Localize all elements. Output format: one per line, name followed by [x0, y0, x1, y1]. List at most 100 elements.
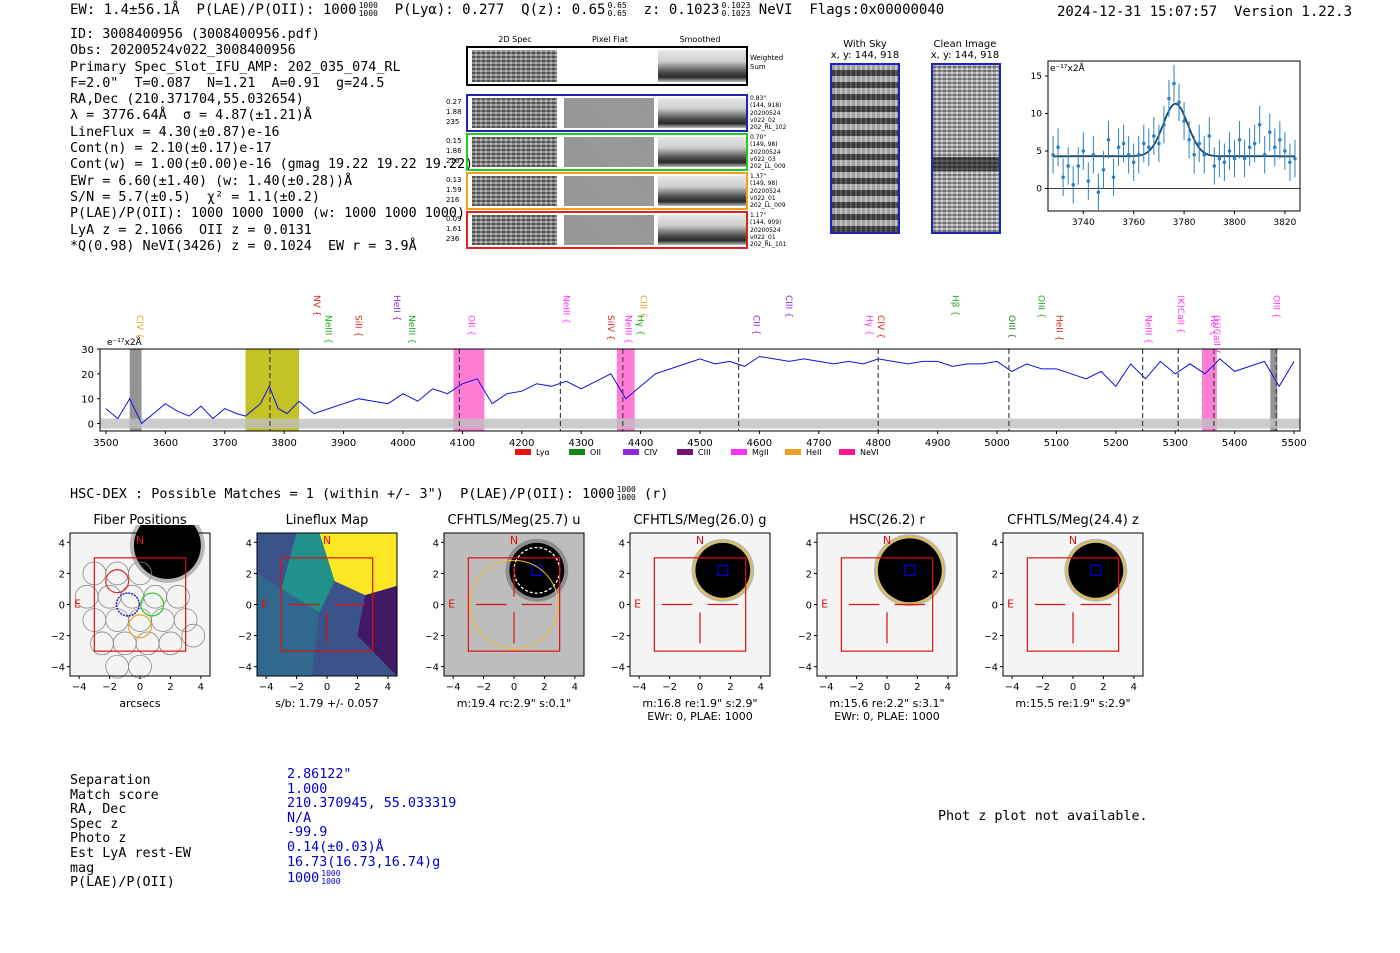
spectrum-legend-swatch — [785, 449, 801, 455]
line-zoom-chart: 0 5 10 15 3740 3760 3780 3800 3820 e⁻¹⁷x2Å — [1031, 60, 1301, 228]
image-xtick-label: 4 — [1131, 682, 1137, 693]
north-label: N — [136, 534, 144, 547]
fiber-row-meta: 0.83" — [750, 95, 767, 102]
info-line: EWr = 6.60(±1.40) (w: 1.40(±0.28))Å — [70, 173, 353, 189]
phot-z-message: Phot z plot not available. — [938, 809, 1148, 824]
spectrum-ytick-label: 10 — [81, 395, 94, 406]
spectrum-ylabel: e⁻¹⁷x2Å — [107, 336, 143, 348]
fiber-row-pixel-flat — [564, 215, 654, 245]
zoom-ytick-label: 0 — [1036, 185, 1042, 195]
zoom-data-point — [1051, 152, 1055, 157]
spectrum-legend-label: CIV — [644, 448, 658, 457]
spectrum-xtick-label: 4800 — [865, 438, 890, 449]
info-line: ID: 3008400956 (3008400956.pdf) — [70, 27, 320, 42]
spectrum-xtick-label: 4700 — [806, 438, 831, 449]
spectrum-xtick-label: 5500 — [1281, 438, 1306, 449]
zoom-data-point — [1182, 119, 1186, 123]
spectrum-legend-swatch — [569, 449, 585, 455]
east-label: E — [448, 598, 455, 611]
zoom-data-point — [1086, 179, 1091, 183]
image-xtick-label: 4 — [758, 682, 764, 693]
image-ytick-label: −2 — [52, 632, 65, 643]
fiber-row-meta: 0.70" — [750, 134, 767, 141]
image-ytick-label: 0 — [992, 601, 998, 612]
image-ytick-label: 0 — [806, 601, 812, 612]
image-ytick-label: −4 — [52, 663, 65, 674]
spectrum-line-marker: OIII { — [1006, 315, 1016, 339]
with-sky-title: With Sky — [843, 39, 887, 50]
north-label: N — [323, 534, 331, 547]
aperture-circle — [875, 536, 944, 605]
header-nevi-flags: NeVI Flags:0x00000040 — [758, 2, 945, 18]
fiber-row-meta: (144, 909) — [750, 219, 782, 227]
image-ytick-label: 4 — [246, 538, 252, 549]
zoom-xtick-label: 3820 — [1273, 218, 1296, 228]
spectrum-xtick-label: 4300 — [568, 438, 593, 449]
fiber-circle — [128, 561, 152, 586]
zoom-data-point — [1141, 141, 1146, 146]
info-line: *Q(0.98) NeVI(3426) z = 0.1024 EW r = 3.… — [70, 238, 417, 254]
fiber-highlight-red — [105, 569, 130, 594]
zoom-data-point — [1202, 152, 1207, 157]
spectrum-xtick-label: 5400 — [1222, 438, 1247, 449]
zoom-data-point — [1227, 149, 1232, 153]
clean-image-subtitle: x, y: 144, 918 — [930, 50, 1000, 61]
spectrum-line-marker: NeIII { — [323, 315, 333, 344]
east-label: E — [634, 598, 641, 611]
spectrum-ytick-label: 30 — [81, 345, 94, 356]
header-plae: P(LAE)/P(OII): 1000 — [196, 2, 357, 18]
image-xtick-label: 0 — [1070, 682, 1076, 693]
header-plya: P(Lyα): 0.277 — [394, 2, 505, 18]
clean-image-title: Clean Image — [933, 39, 997, 50]
source-core — [877, 538, 942, 603]
spectrum-xtick-label: 3600 — [153, 438, 178, 449]
zoom-ylabel: e⁻¹⁷x2Å — [1050, 62, 1086, 74]
match-value: N/A — [287, 810, 312, 826]
header-z: z: 0.1023 — [643, 2, 720, 18]
image-ytick-label: −2 — [426, 632, 439, 643]
imaging-panel-5: N E 4 2 0 −2 −4 −4 −2 0 2 4 — [799, 532, 958, 693]
image-xtick-label: −2 — [662, 682, 677, 693]
spectrum-xtick-label: 4500 — [687, 438, 712, 449]
spectrum-line-marker: OIII { — [1270, 295, 1280, 319]
fiber-row-stat: 0.15 — [446, 137, 462, 145]
zoom-xtick-label: 3800 — [1223, 218, 1246, 228]
weighted-sum-label: Weighted Sum — [750, 54, 784, 71]
zoom-data-point — [1066, 164, 1070, 168]
fiber-row-meta: 202_LL_009 — [750, 163, 786, 171]
zoom-data-point — [1157, 141, 1161, 146]
zoom-data-point — [1131, 160, 1136, 165]
info-line: Cont(w) = 1.00(±0.00)e-16 (gmag 19.22 19… — [70, 157, 474, 173]
zoom-data-point — [1096, 190, 1101, 195]
spectrum-legend-label: HeII — [806, 448, 822, 457]
fiber-row-stat: 0.09 — [446, 215, 462, 223]
image-ytick-label: 4 — [806, 538, 812, 549]
match-label: P(LAE)/P(OII) — [70, 875, 175, 891]
spectrum-line-marker: Hγ { — [863, 315, 873, 336]
spectrum-error-band — [100, 418, 1300, 429]
image-ytick-label: −2 — [799, 632, 812, 643]
spectrum-xtick-label: 4600 — [747, 438, 772, 449]
info-line: LineFlux = 4.30(±0.87)e-16 — [70, 124, 280, 140]
north-label: N — [510, 534, 518, 547]
imaging-panel-4: N E 4 2 0 −2 −4 −4 −2 0 2 4 — [612, 532, 771, 693]
aperture-circle — [1066, 540, 1126, 600]
spectrum-legend-swatch — [623, 449, 639, 455]
match-values: 2.86122" 1.000 210.370945, 55.033319 N/A -99… — [287, 767, 456, 887]
imaging-panel-title: Lineflux Map — [285, 513, 369, 528]
zoom-data-point — [1081, 149, 1086, 153]
spectrum-legend-label: OII — [590, 448, 601, 457]
imaging-caption: m:16.8 re:1.9" s:2.9" — [642, 697, 758, 710]
spectrum-line-marker: CIII { — [783, 295, 793, 318]
fiber-row-meta: v022_03 — [750, 155, 776, 163]
spectrum-xtick-label: 5100 — [1044, 438, 1069, 449]
image-xtick-label: 0 — [884, 682, 890, 693]
spectrum-xtick-label: 4900 — [925, 438, 950, 449]
full-spectrum-chart: 0 10 20 30 3500 3600 3700 3800 3900 4000 4100 4200 4… — [81, 295, 1307, 457]
fiber-highlight-green — [140, 592, 165, 617]
spectrum-xtick-label: 4200 — [509, 438, 534, 449]
info-line: λ = 3776.64Å σ = 4.87(±1.21)Å — [70, 108, 312, 124]
spectrum-ytick-label: 0 — [88, 420, 94, 431]
image-xtick-label: 4 — [945, 682, 951, 693]
fiber-row-meta: v022_01 — [750, 233, 776, 241]
